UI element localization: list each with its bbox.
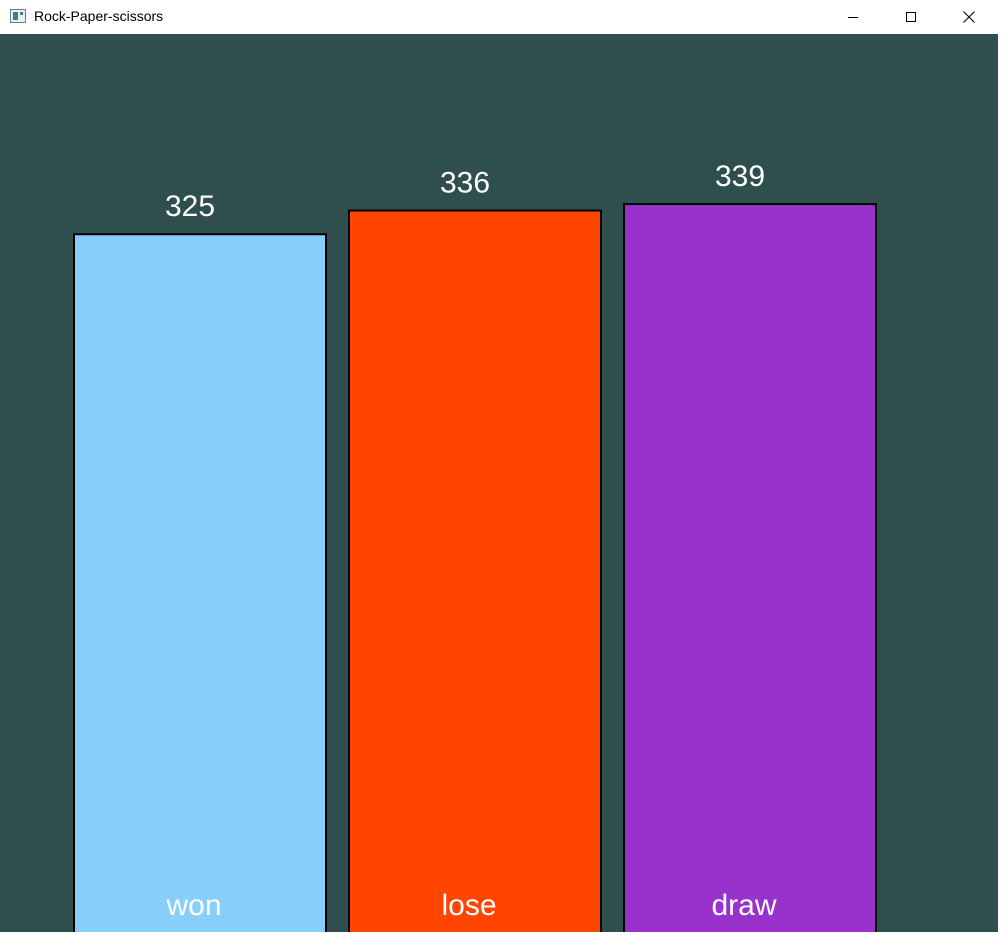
- minimize-button[interactable]: [824, 0, 882, 34]
- title-bar[interactable]: Rock-Paper-scissors: [0, 0, 1008, 34]
- bar-label-lose: lose: [441, 889, 496, 922]
- bar-label-draw: draw: [711, 889, 776, 922]
- maximize-button[interactable]: [882, 0, 940, 34]
- close-button[interactable]: [940, 0, 998, 34]
- window-title: Rock-Paper-scissors: [34, 8, 164, 24]
- bar-value-won: 325: [165, 190, 215, 223]
- app-icon-pane-left: [13, 12, 18, 20]
- bar-value-draw: 339: [715, 160, 765, 193]
- bar-won: [73, 233, 327, 932]
- chart-canvas: 325 won 336 lose 339 draw: [0, 34, 998, 932]
- app-window-icon: [10, 9, 26, 23]
- bar-label-won: won: [165, 889, 221, 922]
- close-icon: [963, 11, 975, 23]
- bar-lose: [348, 209, 602, 932]
- bar-chart: 325 won 336 lose 339 draw: [73, 160, 877, 932]
- minimize-icon: [848, 17, 858, 18]
- bar-value-lose: 336: [440, 167, 490, 200]
- bar-draw: [623, 203, 877, 932]
- maximize-icon: [906, 12, 916, 22]
- app-icon-pane-right: [20, 12, 23, 15]
